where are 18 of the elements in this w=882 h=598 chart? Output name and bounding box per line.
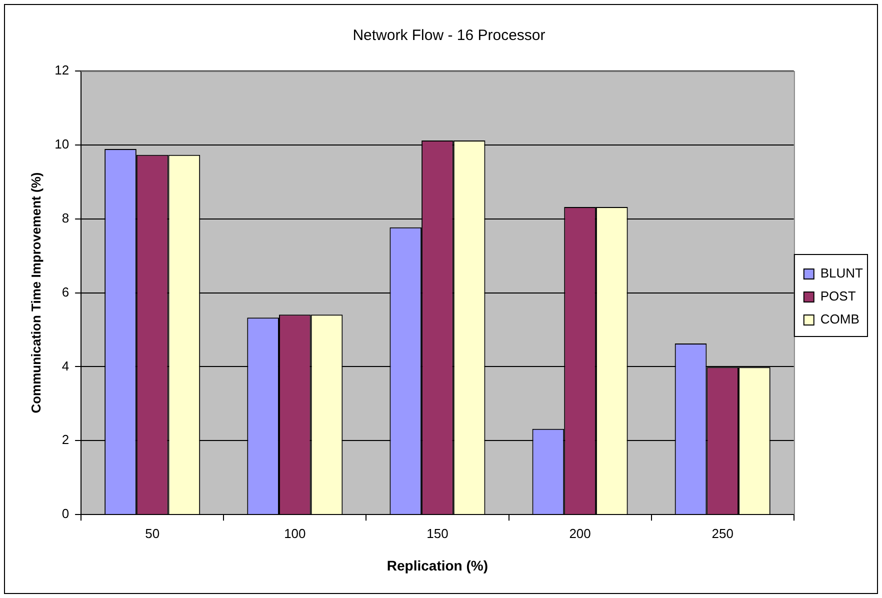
y-tick-label: 6: [62, 284, 70, 300]
x-tick-label: 150: [426, 526, 448, 541]
y-tick-label: 10: [54, 136, 70, 152]
chart-title: Network Flow - 16 Processor: [352, 27, 546, 44]
y-tick-label: 4: [62, 358, 70, 374]
y-axis-title: Communication Time Improvement (%): [28, 172, 44, 414]
x-tick-label: 50: [145, 526, 160, 541]
y-tick-label: 12: [54, 62, 70, 78]
x-tick-label: 100: [284, 526, 306, 541]
y-tick-label: 2: [62, 432, 70, 448]
x-axis-title: Replication (%): [386, 557, 488, 574]
legend-label: COMB: [820, 312, 860, 327]
y-tick-label: 8: [62, 210, 70, 226]
x-tick-label: 200: [569, 526, 591, 541]
legend-label: BLUNT: [820, 266, 864, 281]
y-tick-label: 0: [62, 506, 70, 522]
x-tick-label: 250: [712, 526, 734, 541]
legend-label: POST: [820, 288, 856, 304]
